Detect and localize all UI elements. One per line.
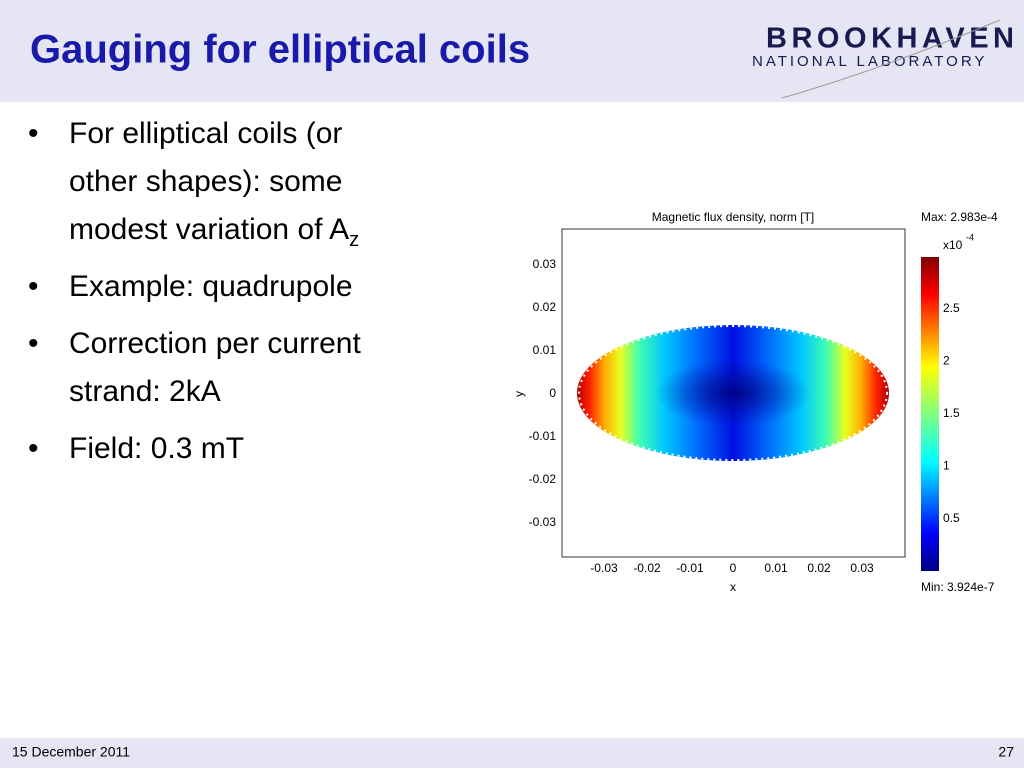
header-band [0, 0, 1024, 102]
bullet-text: modest variation of A [69, 213, 349, 246]
plot-title: Magnetic flux density, norm [T] [652, 210, 815, 224]
y-tick-label: -0.03 [529, 515, 557, 529]
x-tick-label: 0.01 [764, 561, 788, 575]
y-tick-label: 0.02 [533, 300, 557, 314]
colorbar-tick-label: 2 [943, 354, 950, 368]
x-tick-label: -0.02 [633, 561, 661, 575]
bullet: • [28, 327, 39, 360]
bullet-list: • For elliptical coils (or other shapes)… [28, 117, 361, 465]
y-tick-label: -0.01 [529, 429, 557, 443]
bullet-text: Correction per current [69, 327, 361, 360]
x-tick-label: 0.03 [850, 561, 874, 575]
bullet-text: Example: quadrupole [69, 270, 353, 303]
x-axis-label: x [730, 580, 736, 594]
colorbar-tick-label: 1 [943, 459, 950, 473]
colorbar-tick-label: 1.5 [943, 406, 960, 420]
colorbar-exponent: -4 [966, 232, 974, 242]
bullet-text: other shapes): some [69, 165, 342, 198]
y-axis-label: y [512, 391, 526, 397]
logo-swoosh [781, 19, 1001, 99]
bullet: • [28, 432, 39, 465]
colorbar-tick-label: 2.5 [943, 301, 960, 315]
logo-top: BROOKHAVEN [766, 23, 1014, 55]
bullet-text: strand: 2kA [69, 375, 221, 408]
page-number: 27 [998, 744, 1014, 760]
footer-date: 15 December 2011 [12, 744, 130, 760]
y-tick-label: -0.02 [529, 472, 557, 486]
coil-strands [578, 325, 888, 461]
x-tick-label: -0.03 [590, 561, 618, 575]
x-tick-label: 0.02 [807, 561, 831, 575]
field-map-core [577, 325, 889, 461]
subscript: z [349, 229, 359, 251]
logo-bottom: NATIONAL LABORATORY [752, 53, 987, 70]
slide-title: Gauging for elliptical coils [30, 28, 530, 72]
x-tick-label: -0.01 [676, 561, 704, 575]
footer-band [0, 738, 1024, 768]
bullet-text: modest variation of Az [69, 213, 359, 251]
colorbar-tick-label: 0.5 [943, 511, 960, 525]
y-tick-label: 0 [549, 386, 556, 400]
field-plot: Magnetic flux density, norm [T] x y -0.0… [512, 210, 998, 594]
bullet-text: Field: 0.3 mT [69, 432, 244, 465]
bullet-text: For elliptical coils (or [69, 117, 342, 150]
y-tick-label: 0.01 [533, 343, 557, 357]
y-tick-label: 0.03 [533, 257, 557, 271]
x-tick-label: 0 [730, 561, 737, 575]
bullet: • [28, 270, 39, 303]
bullet: • [28, 117, 39, 150]
colorbar-max: Max: 2.983e-4 [921, 210, 998, 224]
colorbar-min: Min: 3.924e-7 [921, 580, 995, 594]
colorbar [921, 257, 939, 571]
colorbar-scale: x10 [943, 238, 963, 252]
